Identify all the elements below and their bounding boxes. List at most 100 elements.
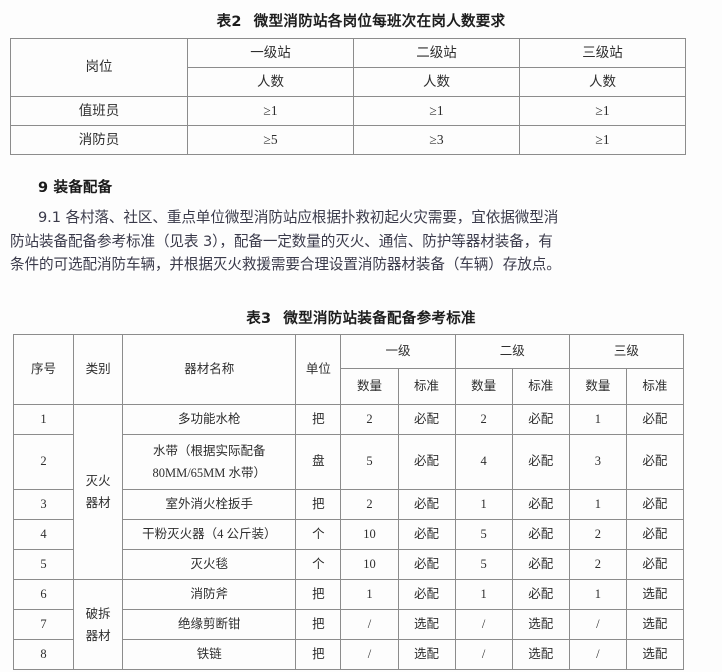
table3-l1qty-5: 1 xyxy=(340,579,399,610)
table3-l1qty-3: 10 xyxy=(340,519,399,550)
table3-caption-title: 微型消防站装备配备参考标准 xyxy=(283,311,476,327)
table2-post-1: 消防员 xyxy=(10,125,188,155)
table3-name-3: 干粉灭火器（4 公斤装） xyxy=(122,519,297,550)
table2-row-header-label: 岗位 xyxy=(10,38,188,97)
table-row: 2 水带（根据实际配备 80MM/65MM 水带） 盘 5 必配 4 必配 3 … xyxy=(12,434,685,490)
table3-header-row-top: 序号 类别 器材名称 单位 一级 二级 三级 xyxy=(12,334,685,405)
table3-l1std-2: 必配 xyxy=(397,489,456,520)
table2-caption-title: 微型消防站各岗位每班次在岗人数要求 xyxy=(253,14,506,30)
table-row: 6 破拆 器材 消防斧 把 1 必配 1 必配 1 选配 xyxy=(12,579,685,670)
table3-l3std-6: 选配 xyxy=(625,609,685,640)
table3-l2qty-5: 1 xyxy=(454,579,513,610)
table3-subheader-qty-l2: 数量 xyxy=(454,368,513,405)
table3-l1std-6: 选配 xyxy=(397,609,456,640)
table3-l2std-0: 必配 xyxy=(511,404,570,435)
table3-l3std-7: 选配 xyxy=(625,639,685,670)
equipment-standard-table: 序号 类别 器材名称 单位 一级 二级 三级 数量 标准 数量 标准 数量 标准 xyxy=(12,334,685,670)
table3-l1std-7: 选配 xyxy=(397,639,456,670)
table3-l3qty-4: 2 xyxy=(568,549,627,580)
table3-l2std-6: 选配 xyxy=(511,609,570,640)
table3-header-unit: 单位 xyxy=(295,334,342,405)
table3-name-1: 水带（根据实际配备 80MM/65MM 水带） xyxy=(122,434,297,490)
table3-header-seq: 序号 xyxy=(12,334,75,405)
table3-unit-1: 盘 xyxy=(295,434,342,490)
table3-name-7: 铁链 xyxy=(122,639,297,670)
table3-name-4: 灭火毯 xyxy=(122,549,297,580)
table3-l2qty-1: 4 xyxy=(454,434,513,490)
staffing-requirements-table: 岗位 一级站 二级站 三级站 人数 人数 人数 值班员 ≥1 ≥1 ≥1 xyxy=(10,38,686,155)
table3-l3std-2: 必配 xyxy=(625,489,685,520)
table2-header-row-sub: 人数 人数 人数 xyxy=(11,67,686,97)
table3-l3qty-0: 1 xyxy=(568,404,627,435)
table3-seq-4: 5 xyxy=(12,549,75,580)
table2-caption-label: 表2 xyxy=(216,14,242,30)
table3-header-row-sub: 数量 标准 数量 标准 数量 标准 xyxy=(14,368,685,405)
table3-unit-3: 个 xyxy=(295,519,342,550)
table3-header-category: 类别 xyxy=(73,334,124,405)
table3-l1std-1: 必配 xyxy=(397,434,456,490)
table3-subheader-std-l3: 标准 xyxy=(625,368,685,405)
table3-unit-5: 把 xyxy=(295,579,342,610)
section-9-paragraph-line-2: 防站装备配备参考标准（见表 3），配备一定数量的灭火、通信、防护等器材装备，有 xyxy=(10,232,553,250)
table3-l2qty-3: 5 xyxy=(454,519,513,550)
table2-cell-0-1: ≥1 xyxy=(353,96,520,126)
section-9-paragraph-line-1: 9.1 各村落、社区、重点单位微型消防站应根据扑救初起火灾需要，宜依据微型消 xyxy=(38,209,559,226)
table-row: 8 铁链 把 / 选配 / 选配 / 选配 xyxy=(12,639,685,670)
table3-seq-6: 7 xyxy=(12,609,75,640)
table3-unit-0: 把 xyxy=(295,404,342,435)
table2-post-0: 值班员 xyxy=(10,96,188,126)
table3-caption-label: 表3 xyxy=(246,311,272,327)
table2-header-row-levels: 岗位 一级站 二级站 三级站 xyxy=(10,38,686,97)
table3-l1std-0: 必配 xyxy=(397,404,456,435)
table2-cell-1-2: ≥1 xyxy=(519,125,686,155)
table3-l2qty-2: 1 xyxy=(454,489,513,520)
table2-level-header-1: 一级站 xyxy=(187,38,354,68)
table2-cell-0-0: ≥1 xyxy=(187,96,354,126)
table3-l3qty-7: / xyxy=(568,639,627,670)
table3-l3std-1: 必配 xyxy=(625,434,685,490)
section-9-paragraph-line-3: 条件的可选配消防车辆，并根据灭火救援需要合理设置消防器材装备（车辆）存放点。 xyxy=(10,256,561,273)
table3-subheader-std-l1: 标准 xyxy=(397,368,456,405)
table3-l2std-1: 必配 xyxy=(511,434,570,490)
table3-l3qty-3: 2 xyxy=(568,519,627,550)
table2-sub-header-3: 人数 xyxy=(519,67,686,97)
table3-name-2: 室外消火栓扳手 xyxy=(122,489,297,520)
table3-l2qty-4: 5 xyxy=(454,549,513,580)
table3-l2std-5: 必配 xyxy=(511,579,570,610)
table3-header-level-3: 三级 xyxy=(568,334,685,369)
table3-category-0: 灭火 器材 xyxy=(73,404,124,580)
table3-subheader-qty-l3: 数量 xyxy=(568,368,627,405)
table3-name-5: 消防斧 xyxy=(122,579,297,610)
table3-l3std-4: 必配 xyxy=(625,549,685,580)
table3-unit-2: 把 xyxy=(295,489,342,520)
table-row: 消防员 ≥5 ≥3 ≥1 xyxy=(10,125,686,155)
table2-cell-1-1: ≥3 xyxy=(353,125,520,155)
table-row: 5 灭火毯 个 10 必配 5 必配 2 必配 xyxy=(12,549,685,580)
table3-seq-7: 8 xyxy=(12,639,75,670)
table2-level-header-3: 三级站 xyxy=(519,38,686,68)
table3-category-1: 破拆 器材 xyxy=(73,579,124,670)
table3-seq-2: 3 xyxy=(12,489,75,520)
table-row: 7 绝缘剪断钳 把 / 选配 / 选配 / 选配 xyxy=(12,609,685,640)
table3-l2std-4: 必配 xyxy=(511,549,570,580)
table3-l3std-5: 选配 xyxy=(625,579,685,610)
table3-header-level-1: 一级 xyxy=(340,334,456,369)
table3-l1qty-7: / xyxy=(340,639,399,670)
table2-cell-1-0: ≥5 xyxy=(187,125,354,155)
table3-l2qty-0: 2 xyxy=(454,404,513,435)
table3-l1qty-0: 2 xyxy=(340,404,399,435)
table3-l3std-0: 必配 xyxy=(625,404,685,435)
table3-l1std-5: 必配 xyxy=(397,579,456,610)
table3-l3qty-6: / xyxy=(568,609,627,640)
table3-header-level-2: 二级 xyxy=(454,334,570,369)
table3-unit-4: 个 xyxy=(295,549,342,580)
table3-seq-0: 1 xyxy=(12,404,75,435)
table3-l3qty-2: 1 xyxy=(568,489,627,520)
table3-l2std-2: 必配 xyxy=(511,489,570,520)
table-row: 3 室外消火栓扳手 把 2 必配 1 必配 1 必配 xyxy=(12,489,685,520)
section-9-text-block: 9 装备配备 9.1 各村落、社区、重点单位微型消防站应根据扑救初起火灾需要，宜… xyxy=(10,176,710,277)
table3-l1std-3: 必配 xyxy=(397,519,456,550)
table3-l2qty-6: / xyxy=(454,609,513,640)
table2-level-header-2: 二级站 xyxy=(353,38,520,68)
table3-l1qty-4: 10 xyxy=(340,549,399,580)
